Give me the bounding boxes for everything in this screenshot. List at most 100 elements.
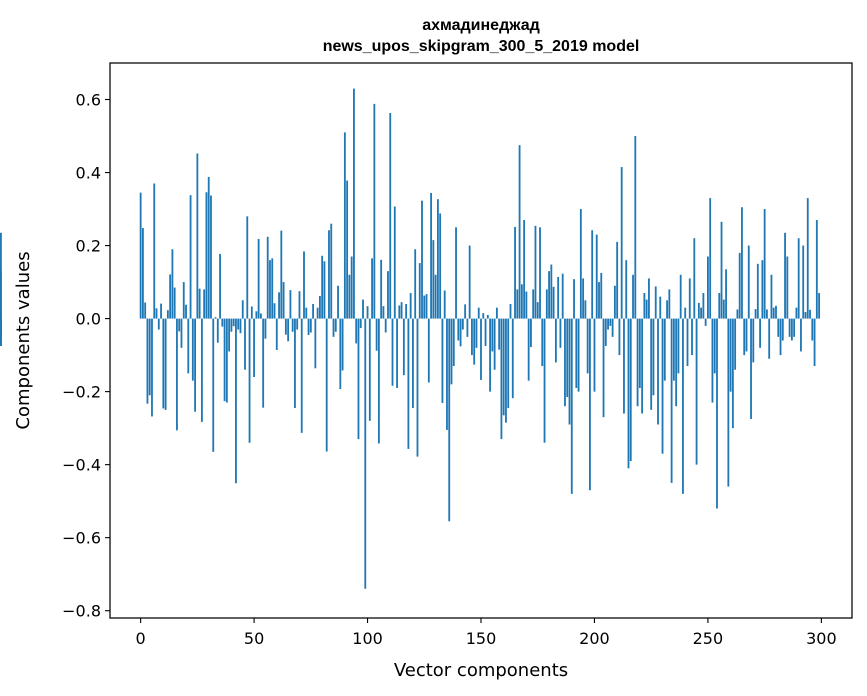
bar bbox=[520, 284, 523, 319]
bar bbox=[323, 261, 326, 319]
bar bbox=[582, 278, 585, 319]
bar bbox=[402, 318, 405, 376]
bar bbox=[151, 318, 153, 417]
bar bbox=[278, 292, 280, 319]
bar bbox=[514, 226, 516, 319]
bar bbox=[144, 302, 147, 319]
bar bbox=[244, 318, 246, 370]
bar bbox=[368, 318, 371, 421]
x-axis-label: Vector components bbox=[394, 660, 568, 681]
bar bbox=[300, 318, 303, 433]
bar bbox=[294, 318, 296, 409]
x-tick-label: 0 bbox=[136, 629, 146, 648]
bar bbox=[591, 230, 594, 319]
bar bbox=[237, 318, 240, 330]
bar bbox=[269, 260, 271, 319]
bar bbox=[178, 318, 181, 332]
y-axis-label: Components values bbox=[13, 251, 34, 429]
bar bbox=[700, 307, 703, 319]
bar bbox=[341, 318, 344, 371]
bar bbox=[523, 220, 526, 319]
bar bbox=[321, 255, 324, 319]
bar bbox=[568, 318, 571, 425]
bar bbox=[230, 318, 233, 332]
bar bbox=[307, 318, 310, 336]
y-tick-label: −0.8 bbox=[62, 602, 101, 621]
bar bbox=[534, 225, 537, 319]
bar bbox=[364, 318, 367, 589]
x-tick-label: 150 bbox=[466, 629, 497, 648]
bar bbox=[734, 318, 737, 370]
bar bbox=[539, 227, 541, 319]
bar bbox=[589, 318, 591, 491]
bar bbox=[210, 195, 212, 319]
bar bbox=[766, 309, 768, 319]
bar bbox=[768, 318, 771, 359]
bar bbox=[262, 318, 265, 408]
bar bbox=[436, 199, 439, 319]
bar bbox=[564, 318, 566, 407]
bar bbox=[362, 299, 364, 319]
bar bbox=[666, 300, 668, 319]
bar bbox=[312, 303, 314, 319]
bar bbox=[314, 318, 317, 369]
bar bbox=[225, 318, 228, 403]
bar bbox=[330, 223, 333, 319]
bar bbox=[806, 198, 809, 319]
bar bbox=[455, 227, 457, 319]
bar bbox=[232, 318, 235, 327]
bar bbox=[332, 318, 335, 337]
bar bbox=[155, 308, 158, 319]
bar bbox=[691, 318, 693, 356]
bar bbox=[212, 318, 215, 452]
bar bbox=[173, 287, 176, 319]
bar-series bbox=[0, 88, 821, 589]
bar bbox=[259, 313, 262, 319]
bar bbox=[430, 192, 432, 319]
bar bbox=[271, 258, 274, 319]
bar bbox=[466, 318, 469, 337]
x-tick-label: 300 bbox=[806, 629, 837, 648]
y-axis-ticks: 0.6 0.4 0.2 0.0 −0.2 −0.4 −0.6 −0.8 bbox=[62, 91, 110, 621]
chart-title: ахмадинеджад bbox=[422, 17, 540, 34]
bar bbox=[414, 249, 417, 319]
bar bbox=[387, 271, 389, 319]
bar bbox=[303, 251, 305, 319]
bar bbox=[679, 274, 682, 319]
bar bbox=[377, 318, 380, 444]
bar bbox=[359, 318, 362, 329]
bar bbox=[790, 318, 793, 341]
bar bbox=[196, 153, 199, 319]
bar bbox=[509, 303, 512, 319]
bar bbox=[516, 289, 519, 319]
bar bbox=[684, 307, 687, 319]
bar bbox=[545, 289, 548, 319]
bar bbox=[577, 318, 580, 392]
bar bbox=[216, 318, 219, 343]
bar bbox=[809, 309, 811, 319]
bar bbox=[527, 318, 530, 381]
bar bbox=[675, 318, 678, 407]
bar bbox=[382, 306, 385, 319]
bar bbox=[459, 318, 462, 347]
bar bbox=[672, 318, 675, 381]
bar bbox=[296, 318, 299, 330]
bar bbox=[704, 318, 707, 326]
bar bbox=[391, 318, 394, 386]
bar bbox=[800, 318, 802, 352]
bar bbox=[371, 258, 373, 319]
bar bbox=[625, 260, 628, 319]
bar bbox=[815, 220, 818, 319]
bar bbox=[434, 274, 437, 319]
bar bbox=[793, 318, 796, 337]
bar bbox=[250, 306, 253, 319]
bar bbox=[194, 318, 196, 412]
bar bbox=[709, 198, 712, 319]
bar bbox=[532, 289, 535, 319]
bar bbox=[409, 293, 412, 319]
bar bbox=[418, 263, 421, 319]
bar bbox=[207, 176, 210, 319]
x-tick-label: 100 bbox=[352, 629, 383, 648]
bar bbox=[511, 318, 514, 399]
bar bbox=[779, 318, 782, 356]
